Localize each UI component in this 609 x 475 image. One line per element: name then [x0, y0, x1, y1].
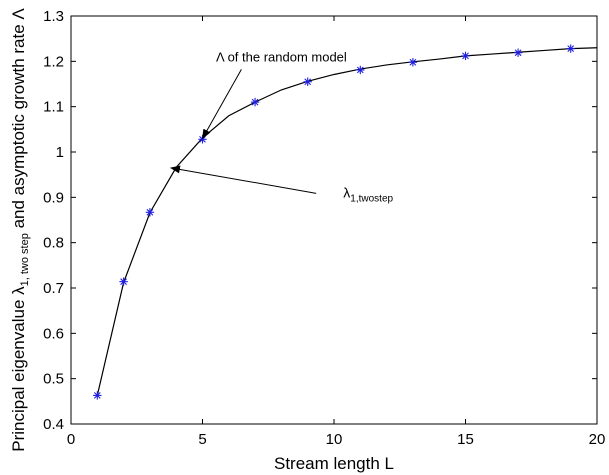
data-point-asterisk: [356, 65, 365, 75]
x-tick-label: 15: [457, 431, 474, 448]
data-point-asterisk: [250, 97, 260, 107]
data-point-asterisk: [145, 208, 155, 217]
y-axis-label: Principal eigenvalue λ1, two step and as…: [9, 8, 31, 452]
annotation-twostep-main: λ: [343, 184, 350, 200]
annotation-random-model-arrow: [202, 69, 242, 140]
annotation-random-model: Λ of the random model: [216, 49, 347, 64]
y-axis-label-pre: Principal eigenvalue λ: [9, 286, 28, 452]
data-point-asterisk: [93, 391, 102, 400]
data-point-asterisk: [303, 77, 312, 86]
y-tick-label: 0.7: [43, 280, 64, 297]
y-axis-label-post: and asymptotic growth rate Λ: [9, 8, 28, 234]
y-tick-label: 0.9: [43, 189, 64, 206]
y-tick-label: 0.5: [43, 371, 64, 388]
data-point-asterisk: [408, 58, 418, 67]
series-line: [96, 47, 598, 396]
y-axis-label-sub: 1, two step: [19, 233, 31, 286]
annotation-twostep-arrow: [169, 165, 317, 194]
data-point-asterisk: [119, 277, 128, 286]
annotation-twostep: λ1,twostep: [343, 184, 393, 204]
data-point-asterisk: [461, 51, 470, 61]
x-tick-label: 10: [326, 431, 343, 448]
y-tick-label: 0.6: [43, 325, 64, 342]
x-tick-label: 20: [589, 431, 606, 448]
y-tick-label: 1.3: [43, 8, 64, 25]
data-point-asterisk: [566, 44, 575, 53]
annotation-twostep-sub: 1,twostep: [350, 193, 393, 204]
x-tick-label: 0: [67, 431, 75, 448]
y-tick-label: 0.4: [43, 416, 64, 433]
data-point-asterisk: [198, 135, 207, 144]
y-tick-label: 0.8: [43, 235, 64, 252]
x-axis-label: Stream length L: [274, 454, 394, 473]
plot-frame: [70, 15, 598, 425]
y-tick-label: 1.1: [43, 99, 64, 116]
x-tick-label: 5: [198, 431, 206, 448]
y-tick-label: 1: [56, 144, 64, 161]
y-tick-label: 1.2: [43, 53, 64, 70]
data-point-asterisk: [513, 48, 523, 57]
